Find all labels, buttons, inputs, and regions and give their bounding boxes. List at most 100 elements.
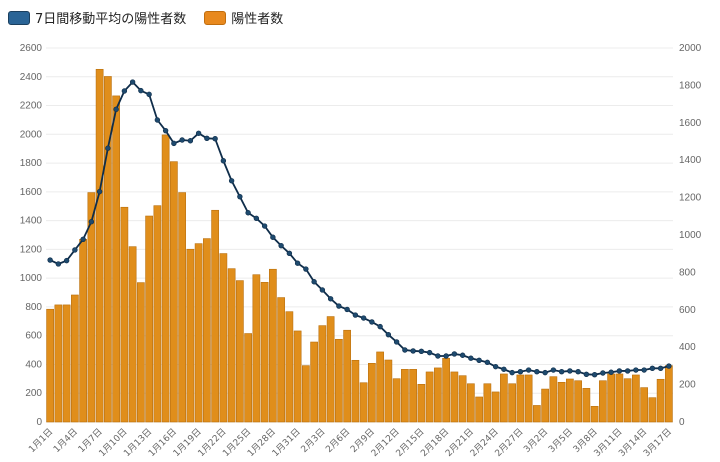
moving-average-marker (616, 368, 623, 374)
moving-average-marker (212, 135, 218, 142)
moving-average-marker (245, 210, 251, 216)
left-axis-tick: 2400 (20, 72, 43, 83)
moving-average-marker (278, 242, 284, 249)
moving-average-marker (591, 371, 598, 378)
bar-positive-cases (326, 316, 335, 423)
bar-positive-cases (54, 304, 63, 423)
moving-average-marker (583, 371, 590, 378)
bar-positive-cases (137, 282, 145, 423)
bar-positive-cases (483, 383, 492, 423)
moving-average-marker (509, 369, 515, 376)
moving-average-marker (369, 319, 375, 325)
moving-average-marker (146, 91, 152, 98)
bar-positive-cases (401, 369, 409, 423)
bar-positive-cases (227, 268, 236, 423)
moving-average-marker (360, 315, 367, 321)
moving-average-marker (179, 137, 185, 143)
bar-positive-cases (120, 206, 129, 423)
bar-positive-cases (203, 238, 211, 423)
bar-positive-cases (549, 376, 558, 423)
bar-positive-cases (95, 68, 104, 423)
bar-positive-cases (434, 367, 442, 423)
moving-average-marker (402, 347, 408, 353)
moving-average-marker (657, 365, 664, 372)
x-axis-tick: 1月1日 (27, 426, 56, 455)
bar-positive-cases (145, 215, 153, 423)
moving-average-marker (303, 266, 309, 272)
moving-average-marker (451, 351, 458, 357)
moving-average-marker (162, 127, 169, 134)
bar-positive-cases (491, 391, 500, 423)
moving-average-marker (534, 368, 540, 375)
bar-positive-cases (236, 280, 244, 423)
moving-average-marker (105, 145, 111, 151)
moving-average-marker (426, 349, 433, 356)
right-axis-tick: 1000 (679, 230, 702, 241)
moving-average-marker (649, 365, 656, 372)
bar-positive-cases (392, 378, 401, 423)
moving-average-marker (501, 366, 507, 372)
left-axis-tick: 1600 (20, 187, 43, 198)
moving-average-marker (542, 369, 548, 376)
bar-positive-cases (46, 308, 54, 423)
bar-positive-cases (409, 369, 417, 423)
moving-average-marker (220, 158, 227, 164)
bar-positive-cases (335, 338, 343, 423)
moving-average-marker (600, 370, 606, 376)
moving-average-marker (418, 348, 425, 355)
bar-positive-cases (376, 351, 384, 423)
moving-average-marker (525, 367, 532, 373)
left-axis-tick: 2000 (20, 129, 43, 140)
moving-average-marker (344, 306, 350, 313)
moving-average-marker (47, 257, 53, 263)
bar-positive-cases (186, 248, 195, 423)
right-axis-tick: 800 (679, 267, 696, 278)
right-axis-tick: 0 (679, 417, 685, 428)
moving-average-marker (336, 303, 342, 309)
moving-average-marker (187, 138, 194, 144)
moving-average-marker (253, 215, 260, 222)
bar-positive-cases (87, 192, 96, 423)
right-axis-tick: 1600 (679, 118, 702, 129)
left-axis-tick: 1200 (20, 244, 43, 255)
bar-positive-cases (219, 253, 228, 423)
bar-positive-cases (71, 294, 79, 423)
moving-average-marker (377, 323, 383, 330)
bar-positive-cases (79, 239, 87, 423)
bar-positive-cases (623, 378, 632, 423)
moving-average-marker (261, 223, 268, 229)
left-axis-tick: 800 (25, 302, 42, 313)
left-axis-tick: 400 (25, 359, 42, 370)
moving-average-marker (294, 260, 301, 266)
moving-average-marker (608, 369, 614, 375)
moving-average-line (49, 80, 670, 376)
bar-positive-cases (599, 380, 607, 423)
moving-average-marker (624, 368, 631, 374)
moving-average-marker (633, 367, 639, 373)
moving-average-marker (558, 368, 565, 375)
bar-positive-cases (557, 381, 566, 423)
moving-average-marker (228, 178, 235, 184)
right-axis-tick: 400 (679, 342, 696, 353)
moving-average-marker (468, 355, 474, 361)
bar-positive-cases (112, 95, 120, 423)
moving-average-marker (492, 363, 499, 370)
right-axis-tick: 1400 (679, 155, 702, 166)
bar-positive-cases (656, 378, 665, 423)
left-axis-tick: 1400 (20, 216, 43, 227)
bar-positive-cases (153, 205, 162, 423)
bar-positive-cases (293, 330, 302, 423)
moving-average-marker (311, 279, 317, 285)
bar-positive-cases (665, 365, 673, 423)
moving-average-marker (113, 106, 119, 113)
bar-positive-cases (384, 359, 393, 423)
bar-positive-cases (442, 357, 450, 423)
legend-item-moving-average[interactable]: 7日間移動平均の陽性者数 (8, 8, 186, 27)
legend-item-positive-cases[interactable]: 陽性者数 (204, 8, 283, 27)
bar-positive-cases (178, 192, 186, 423)
moving-average-marker (63, 257, 70, 264)
moving-average-marker (352, 312, 359, 318)
moving-average-marker (567, 368, 573, 374)
moving-average-marker (393, 339, 400, 345)
right-axis-tick: 600 (679, 305, 696, 316)
